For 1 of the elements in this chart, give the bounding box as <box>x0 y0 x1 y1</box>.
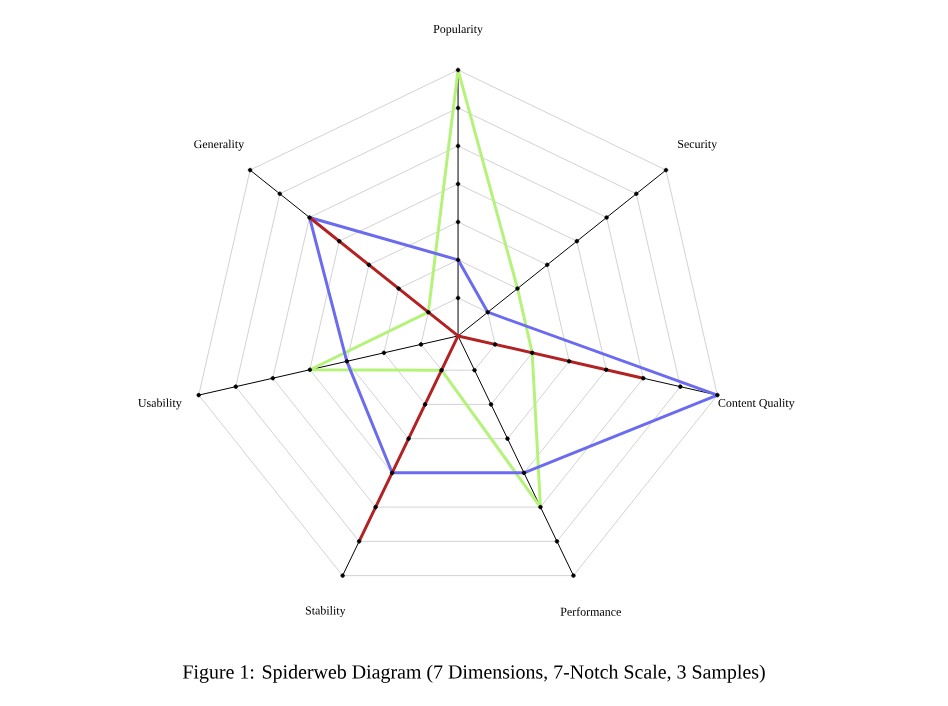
text: Figure 1: Spiderweb Diagram (7 Dimensions, 7-Notch Scale, 3 Samples) <box>182 664 765 683</box>
